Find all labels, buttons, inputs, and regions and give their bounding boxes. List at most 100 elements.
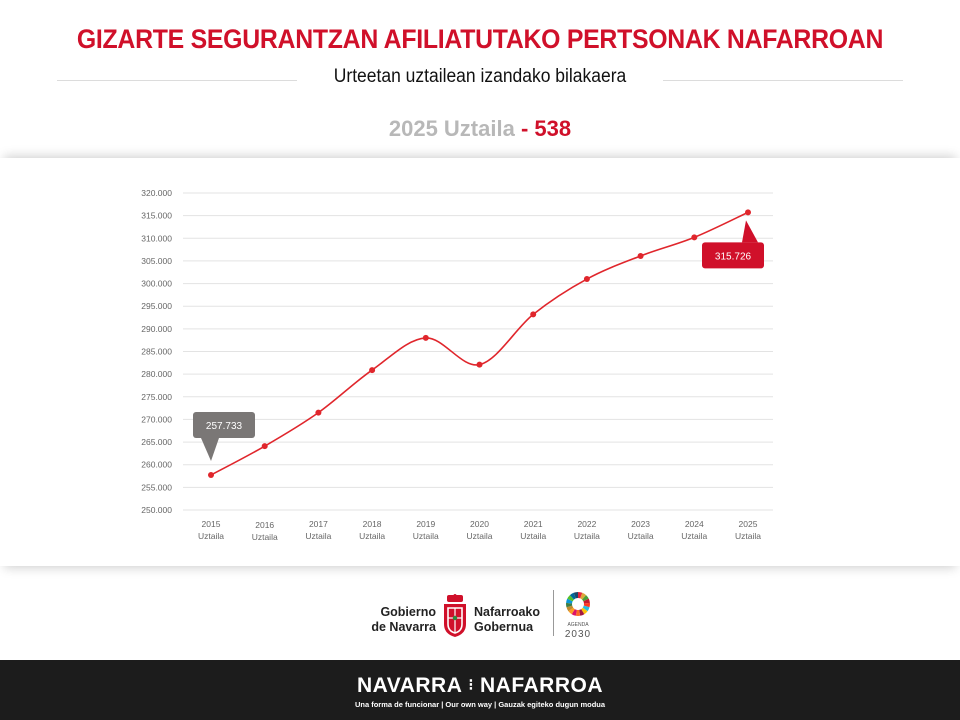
y-tick-label: 310.000 [141, 233, 172, 243]
gov-eu-name: Nafarroako Gobernua [474, 605, 540, 635]
gov-es-line1: Gobierno [380, 605, 436, 619]
headline: 2025 Uztaila - 538 [0, 116, 960, 142]
data-callout: 315.726 [702, 220, 764, 269]
brand-left: NAVARRA [357, 674, 463, 697]
data-point [745, 209, 751, 216]
data-point [637, 252, 644, 259]
x-tick-sublabel: Uztaila [574, 531, 600, 541]
series-line [210, 211, 749, 476]
gov-eu-line2: Gobernua [474, 620, 534, 634]
x-tick-label: 2021 [524, 519, 543, 529]
data-point [369, 367, 376, 374]
agenda-wheel-segment [567, 595, 574, 602]
x-tick-sublabel: Uztaila [520, 531, 546, 541]
y-tick-label: 260.000 [141, 460, 172, 470]
footer-tagline: Una forma de funcionar | Our own way | G… [354, 700, 606, 709]
agenda-wheel-segment [569, 592, 576, 600]
agenda-wheel-segment [583, 598, 590, 604]
headline-value: 538 [534, 116, 572, 141]
subtitle-divider-right [663, 80, 903, 81]
x-tick-label: 2018 [363, 519, 382, 529]
data-point [691, 234, 698, 241]
agenda-wheel-segment [582, 595, 589, 602]
gov-es-line2: de Navarra [371, 620, 436, 634]
data-point [583, 276, 590, 283]
data-point [315, 409, 322, 416]
y-tick-label: 320.000 [141, 188, 172, 198]
x-tick-sublabel: Uztaila [467, 531, 493, 541]
y-tick-label: 275.000 [141, 392, 172, 402]
x-tick-label: 2022 [577, 519, 596, 529]
agenda-year: 2030 [565, 629, 591, 640]
navarra-shield-icon [444, 594, 466, 637]
agenda-wheel-segment [566, 598, 573, 604]
x-tick-sublabel: Uztaila [628, 531, 654, 541]
data-point [261, 443, 268, 450]
x-tick-sublabel: Uztaila [735, 531, 761, 541]
logo-divider [553, 590, 554, 636]
agenda-wheel-segment [571, 609, 577, 616]
agenda-word: AGENDA [567, 622, 589, 628]
agenda-wheel-segment [568, 607, 575, 615]
brand-right: NAFARROA [479, 674, 603, 697]
y-tick-label: 315.000 [141, 211, 172, 221]
x-tick-sublabel: Uztaila [305, 531, 331, 541]
data-point [476, 361, 483, 368]
y-tick-label: 265.000 [141, 437, 172, 447]
y-tick-label: 280.000 [141, 369, 172, 379]
y-tick-label: 250.000 [141, 505, 172, 515]
y-tick-label: 255.000 [141, 482, 172, 492]
x-tick-label: 2016 [255, 520, 274, 530]
y-tick-label: 300.000 [141, 279, 172, 289]
callout-pointer [742, 220, 758, 243]
page-title: GIZARTE SEGURANTZAN AFILIATUTAKO PERTSON… [76, 24, 884, 54]
gov-eu-line1: Nafarroako [474, 605, 540, 619]
data-point [530, 311, 537, 318]
agenda-wheel-segment [580, 592, 587, 600]
agenda-wheel-segment [566, 605, 574, 612]
callout-box [193, 411, 255, 438]
line-chart: 250.000 255.000 260.000 265.000 270.000 275.0… [141, 188, 773, 542]
agenda-2030-icon: AGENDA 2030 [565, 592, 591, 640]
agenda-wheel-segment [581, 607, 588, 615]
callout-label: 315.726 [715, 251, 752, 262]
y-tick-label: 285.000 [141, 347, 172, 357]
subtitle-divider-left [57, 80, 297, 81]
x-tick-label: 2015 [202, 519, 221, 529]
logos-row: Gobierno de Navarra Nafarroako Gobernua … [360, 588, 620, 640]
footer-brand: NAVARRA ⁝ NAFARROA [0, 674, 960, 698]
callout-pointer [201, 437, 219, 461]
agenda-wheel-segment [578, 592, 583, 599]
x-tick-sublabel: Uztaila [359, 531, 385, 541]
data-point [422, 334, 429, 341]
y-tick-label: 270.000 [141, 414, 172, 424]
agenda-wheel-segment [575, 609, 581, 616]
brand-separator: ⁝ [468, 677, 474, 694]
subtitle-row: Urteetan uztailean izandako bilakaera [57, 66, 903, 92]
gov-es-name: Gobierno de Navarra [360, 605, 436, 635]
x-tick-label: 2019 [416, 519, 435, 529]
x-tick-label: 2024 [685, 519, 704, 529]
y-tick-label: 290.000 [141, 324, 172, 334]
agenda-wheel-segment [579, 609, 585, 616]
x-tick-label: 2020 [470, 519, 489, 529]
headline-separator: - [520, 116, 529, 141]
x-tick-label: 2017 [309, 519, 328, 529]
callout-label: 257.733 [206, 421, 243, 432]
x-tick-label: 2025 [739, 519, 758, 529]
data-point [208, 471, 214, 478]
x-tick-sublabel: Uztaila [681, 531, 707, 541]
x-tick-sublabel: Uztaila [413, 531, 439, 541]
agenda-wheel-segment [582, 605, 590, 612]
x-tick-sublabel: Uztaila [198, 531, 224, 541]
callout-box [702, 242, 764, 269]
agenda-wheel-segment [573, 592, 578, 599]
x-tick-label: 2023 [631, 519, 650, 529]
subtitle: Urteetan uztailean izandako bilakaera [333, 66, 627, 87]
headline-period: 2025 Uztaila [388, 116, 515, 141]
agenda-wheel-segment [583, 602, 590, 608]
chart-panel: 250.000 255.000 260.000 265.000 270.000 275.0… [0, 158, 960, 566]
y-tick-label: 295.000 [141, 301, 172, 311]
data-callout: 257.733 [193, 411, 255, 461]
agenda-wheel-segment [566, 602, 573, 608]
